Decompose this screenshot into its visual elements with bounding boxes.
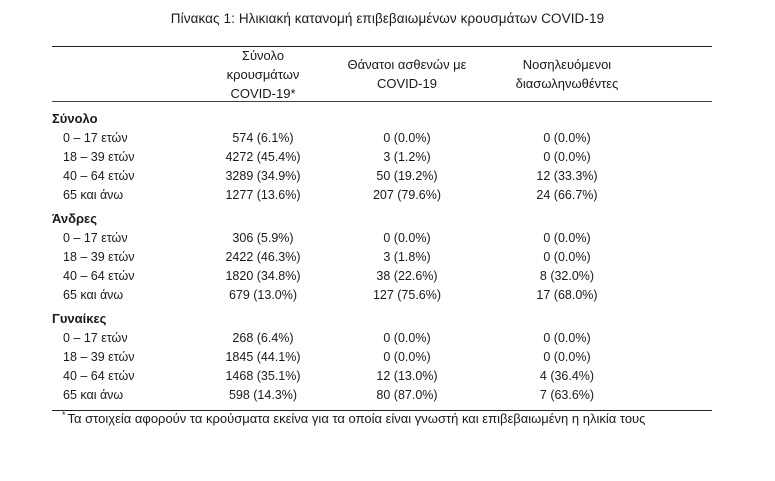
table-top-rule xyxy=(52,46,712,47)
cases-cell: 268 (6.4%) xyxy=(232,330,294,345)
deaths-cell: 38 (22.6%) xyxy=(376,268,438,283)
cases-cell: 574 (6.1%) xyxy=(232,130,294,145)
cases-cell: 3289 (34.9%) xyxy=(225,168,301,183)
intubated-cell: 0 (0.0%) xyxy=(543,349,591,364)
age-group-cell: 18 – 39 ετών xyxy=(63,149,135,164)
footnote-marker: * xyxy=(62,410,66,420)
footnote-text: Τα στοιχεία αφορούν τα κρούσματα εκείνα … xyxy=(67,411,646,426)
cases-cell: 1277 (13.6%) xyxy=(225,187,301,202)
intubated-cell: 0 (0.0%) xyxy=(543,149,591,164)
table-body: Σύνολο 0 – 17 ετών 574 (6.1%) 0 (0.0%) 0 (0.… xyxy=(52,108,712,410)
deaths-cell: 0 (0.0%) xyxy=(383,130,431,145)
age-group-cell: 65 και άνω xyxy=(63,187,124,202)
age-group-cell: 18 – 39 ετών xyxy=(63,349,135,364)
cases-cell: 4272 (45.4%) xyxy=(225,149,301,164)
table-row: 0 – 17 ετών 574 (6.1%) 0 (0.0%) 0 (0.0%) xyxy=(52,128,712,147)
table-title: Πίνακας 1: Ηλικιακή κατανομή επιβεβαιωμέ… xyxy=(170,11,605,26)
cases-cell: 1820 (34.8%) xyxy=(225,268,301,283)
deaths-cell: 127 (75.6%) xyxy=(372,287,442,302)
header-intubated: Νοσηλευόμενοι διασωληνωθέντες xyxy=(515,57,619,91)
header-rule xyxy=(52,101,712,102)
cases-cell: 598 (14.3%) xyxy=(228,387,298,402)
table-header-row: Σύνολο κρουσμάτων COVID-19* Θάνατοι ασθε… xyxy=(52,47,712,101)
footnote: * Τα στοιχεία αφορούν τα κρούσματα εκείνα… xyxy=(62,410,645,426)
deaths-cell: 3 (1.2%) xyxy=(383,149,431,164)
age-group-cell: 40 – 64 ετών xyxy=(63,268,135,283)
cases-cell: 1845 (44.1%) xyxy=(225,349,301,364)
table-row: 65 και άνω 679 (13.0%) 127 (75.6%) 17 (68.0… xyxy=(52,285,712,304)
intubated-cell: 0 (0.0%) xyxy=(543,249,591,264)
intubated-cell: 0 (0.0%) xyxy=(543,330,591,345)
table-row: 65 και άνω 598 (14.3%) 80 (87.0%) 7 (63.6%) xyxy=(52,385,712,404)
table-row: 40 – 64 ετών 1820 (34.8%) 38 (22.6%) 8 (32.… xyxy=(52,266,712,285)
deaths-cell: 0 (0.0%) xyxy=(383,330,431,345)
intubated-cell: 7 (63.6%) xyxy=(539,387,595,402)
age-group-cell: 65 και άνω xyxy=(63,287,124,302)
table-row: 0 – 17 ετών 306 (5.9%) 0 (0.0%) 0 (0.0%) xyxy=(52,228,712,247)
deaths-cell: 50 (19.2%) xyxy=(376,168,438,183)
group-heading: Γυναίκες xyxy=(52,310,107,326)
intubated-cell: 0 (0.0%) xyxy=(543,130,591,145)
intubated-cell: 4 (36.4%) xyxy=(539,368,595,383)
header-total-cases: Σύνολο κρουσμάτων COVID-19* xyxy=(226,47,300,101)
cases-cell: 2422 (46.3%) xyxy=(225,249,301,264)
table-row: 18 – 39 ετών 4272 (45.4%) 3 (1.2%) 0 (0.0%) xyxy=(52,147,712,166)
table-row: 40 – 64 ετών 1468 (35.1%) 12 (13.0%) 4 (36.… xyxy=(52,366,712,385)
cases-cell: 1468 (35.1%) xyxy=(225,368,301,383)
cases-cell: 679 (13.0%) xyxy=(228,287,298,302)
table-row: 18 – 39 ετών 1845 (44.1%) 0 (0.0%) 0 (0.0%) xyxy=(52,347,712,366)
table-row: 65 και άνω 1277 (13.6%) 207 (79.6%) 24 (66.… xyxy=(52,185,712,204)
table-row: 0 – 17 ετών 268 (6.4%) 0 (0.0%) 0 (0.0%) xyxy=(52,328,712,347)
group-heading: Άνδρες xyxy=(52,210,97,226)
header-deaths: Θάνατοι ασθενών με COVID-19 xyxy=(347,57,467,91)
table-row: 18 – 39 ετών 2422 (46.3%) 3 (1.8%) 0 (0.0%) xyxy=(52,247,712,266)
intubated-cell: 12 (33.3%) xyxy=(536,168,598,183)
age-group-cell: 40 – 64 ετών xyxy=(63,368,135,383)
age-group-cell: 40 – 64 ετών xyxy=(63,168,135,183)
intubated-cell: 17 (68.0%) xyxy=(536,287,598,302)
intubated-cell: 8 (32.0%) xyxy=(539,268,595,283)
deaths-cell: 3 (1.8%) xyxy=(383,249,431,264)
table-row: 40 – 64 ετών 3289 (34.9%) 50 (19.2%) 12 (33… xyxy=(52,166,712,185)
age-group-cell: 18 – 39 ετών xyxy=(63,249,135,264)
deaths-cell: 0 (0.0%) xyxy=(383,349,431,364)
age-group-cell: 0 – 17 ετών xyxy=(63,330,128,345)
group-heading: Σύνολο xyxy=(52,110,98,126)
intubated-cell: 0 (0.0%) xyxy=(543,230,591,245)
deaths-cell: 0 (0.0%) xyxy=(383,230,431,245)
cases-cell: 306 (5.9%) xyxy=(232,230,294,245)
age-group-cell: 65 και άνω xyxy=(63,387,124,402)
age-distribution-table: Σύνολο κρουσμάτων COVID-19* Θάνατοι ασθε… xyxy=(52,46,712,411)
deaths-cell: 12 (13.0%) xyxy=(376,368,438,383)
age-group-cell: 0 – 17 ετών xyxy=(63,130,128,145)
table-bottom-rule xyxy=(52,410,712,411)
age-group-cell: 0 – 17 ετών xyxy=(63,230,128,245)
deaths-cell: 80 (87.0%) xyxy=(376,387,438,402)
deaths-cell: 207 (79.6%) xyxy=(372,187,442,202)
intubated-cell: 24 (66.7%) xyxy=(536,187,598,202)
